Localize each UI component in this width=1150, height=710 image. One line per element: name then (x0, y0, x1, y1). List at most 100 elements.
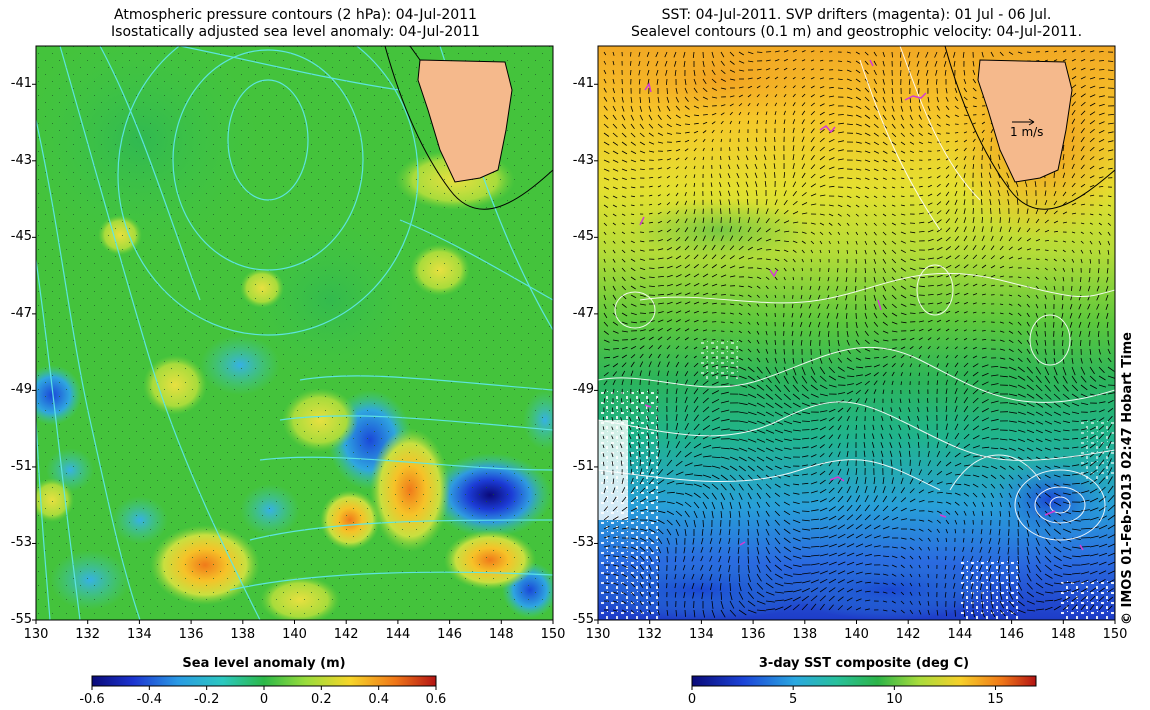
velocity-arrow (756, 217, 760, 224)
velocity-arrow (1107, 122, 1114, 125)
velocity-arrow (684, 600, 686, 608)
velocity-arrow (683, 582, 686, 589)
velocity-arrow (702, 302, 709, 305)
velocity-arrow (981, 121, 986, 125)
velocity-arrow (1026, 555, 1030, 565)
velocity-arrow (1017, 465, 1024, 471)
velocity-arrow (999, 348, 1006, 351)
velocity-arrow (1044, 267, 1048, 271)
velocity-arrow (828, 552, 837, 557)
velocity-arrow (684, 328, 690, 332)
velocity-arrow (765, 438, 774, 443)
velocity-arrow (738, 103, 743, 107)
velocity-arrow (702, 69, 706, 76)
velocity-arrow (1079, 330, 1082, 337)
velocity-arrow (693, 423, 700, 431)
velocity-arrow (603, 545, 611, 548)
velocity-arrow (1071, 249, 1075, 253)
velocity-arrow (918, 141, 924, 145)
velocity-arrow (693, 165, 696, 170)
velocity-arrow (756, 564, 761, 573)
velocity-arrow (612, 123, 618, 129)
velocity-arrow (918, 528, 924, 532)
velocity-arrow (855, 495, 861, 503)
velocity-arrow (1107, 60, 1114, 62)
velocity-arrow (936, 219, 942, 224)
velocity-arrow (783, 564, 793, 569)
velocity-arrow (810, 579, 819, 584)
velocity-arrow (612, 496, 617, 503)
velocity-arrow (819, 86, 825, 89)
velocity-arrow (1107, 366, 1115, 372)
velocity-arrow (826, 303, 830, 310)
velocity-arrow (1062, 438, 1070, 440)
velocity-arrow (907, 433, 911, 440)
velocity-arrow (747, 447, 756, 453)
velocity-arrow (972, 528, 974, 534)
velocity-arrow (1062, 172, 1066, 179)
velocity-arrow (737, 537, 740, 545)
velocity-arrow (1017, 294, 1022, 298)
velocity-arrow (1035, 564, 1042, 573)
velocity-arrow (909, 478, 914, 485)
velocity-arrow (855, 96, 862, 101)
velocity-arrow (880, 424, 884, 431)
velocity-arrow (1026, 600, 1035, 605)
velocity-arrow (963, 78, 967, 85)
velocity-arrow (1008, 456, 1016, 461)
velocity-arrow (855, 114, 862, 118)
velocity-arrow (855, 357, 862, 361)
velocity-arrow (774, 456, 783, 461)
velocity-arrow (792, 537, 801, 542)
velocity-arrow (936, 275, 943, 278)
velocity-arrow (702, 105, 709, 108)
velocity-arrow (621, 379, 624, 386)
velocity-arrow (630, 321, 637, 324)
velocity-arrow (675, 336, 680, 341)
velocity-arrow (873, 357, 880, 359)
velocity-arrow (1089, 59, 1095, 62)
colorbar-tick-label: 5 (789, 692, 798, 707)
velocity-arrow (720, 400, 730, 404)
velocity-arrow (963, 199, 966, 206)
velocity-arrow (783, 199, 788, 206)
velocity-arrow (1026, 429, 1035, 434)
velocity-arrow (999, 591, 1003, 600)
velocity-arrow (1007, 537, 1010, 546)
velocity-arrow (792, 357, 795, 364)
velocity-arrow (810, 537, 820, 539)
velocity-arrow (990, 409, 999, 413)
velocity-arrow (1098, 477, 1106, 485)
velocity-arrow (702, 147, 705, 152)
velocity-arrow (702, 138, 706, 143)
velocity-arrow (1053, 200, 1058, 206)
velocity-arrow (684, 78, 687, 85)
velocity-arrow (1107, 69, 1114, 71)
velocity-arrow (1007, 555, 1010, 564)
velocity-arrow (1080, 490, 1090, 494)
velocity-arrow (656, 397, 659, 404)
velocity-arrow (900, 69, 902, 76)
velocity-arrow (1017, 276, 1022, 278)
velocity-arrow (882, 389, 885, 395)
velocity-arrow (846, 249, 848, 254)
velocity-arrow (630, 267, 636, 272)
velocity-arrow (819, 488, 827, 494)
velocity-arrow (926, 78, 929, 85)
colorbar-tick-label: 0 (259, 692, 269, 707)
velocity-arrow (980, 181, 983, 188)
velocity-arrow (1080, 402, 1089, 405)
velocity-arrow (684, 227, 689, 233)
velocity-arrow (810, 454, 817, 458)
velocity-arrow (1008, 501, 1011, 508)
velocity-arrow (1071, 212, 1077, 215)
velocity-arrow (873, 231, 877, 236)
velocity-arrow (1098, 231, 1102, 236)
velocity-arrow (900, 186, 905, 188)
velocity-arrow (837, 87, 844, 89)
velocity-arrow (621, 240, 626, 244)
velocity-arrow (1044, 285, 1048, 290)
velocity-arrow (675, 482, 685, 485)
velocity-arrow (837, 533, 846, 539)
velocity-arrow (1026, 366, 1033, 374)
